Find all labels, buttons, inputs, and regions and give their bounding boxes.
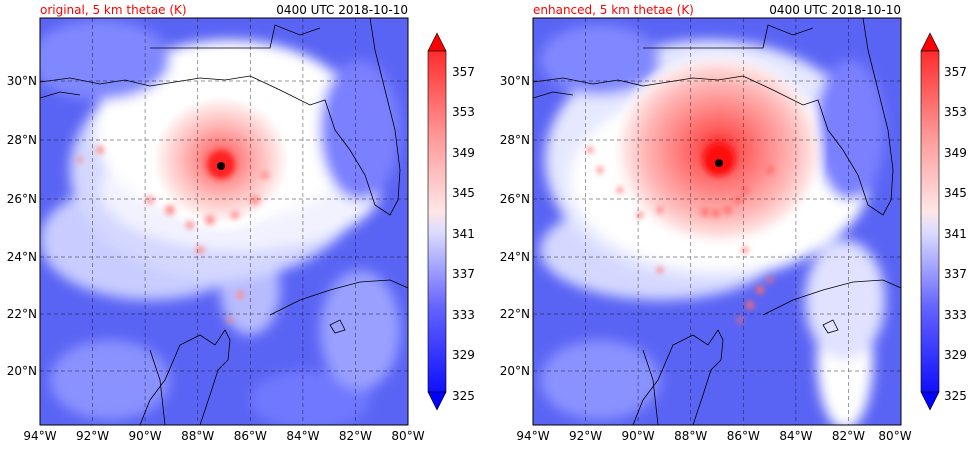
lat-label: 22°N	[500, 307, 530, 321]
colorbar-body	[427, 50, 447, 393]
lon-label: 94°W	[516, 429, 549, 443]
cb-tick: 341	[944, 227, 967, 241]
lat-tick-labels: 20°N 22°N 24°N 26°N 28°N 30°N	[7, 74, 37, 378]
lon-label: 80°W	[878, 429, 911, 443]
panel-title-right: 0400 UTC 2018-10-10	[276, 3, 408, 17]
lon-label: 82°W	[832, 429, 865, 443]
cb-tick: 325	[452, 389, 475, 403]
colorbar-ticks: 325 329 333 337 341 345 349 353 357	[944, 65, 967, 403]
coastlines	[40, 18, 408, 425]
cb-tick: 329	[452, 348, 475, 362]
lat-label: 26°N	[500, 192, 530, 206]
panel-title-right: 0400 UTC 2018-10-10	[769, 3, 901, 17]
lon-label: 90°W	[129, 429, 162, 443]
panel-title-left: enhanced, 5 km thetae (K)	[533, 3, 694, 17]
cb-tick: 357	[944, 65, 967, 79]
lon-label: 82°W	[339, 429, 372, 443]
lon-label: 86°W	[727, 429, 760, 443]
colorbar-ticks: 325 329 333 337 341 345 349 353 357	[452, 65, 475, 403]
lon-label: 88°W	[674, 429, 707, 443]
colorbar-enhanced: 325 329 333 337 341 345 349 353 357	[920, 32, 967, 411]
lat-label: 30°N	[500, 74, 530, 88]
colorbar-original: 325 329 333 337 341 345 349 353 357	[427, 32, 475, 411]
lon-label: 84°W	[286, 429, 319, 443]
lat-label: 30°N	[7, 74, 37, 88]
lon-tick-labels: 94°W 92°W 90°W 88°W 86°W 84°W 82°W 80°W	[23, 429, 424, 443]
lat-label: 26°N	[7, 192, 37, 206]
colorbar-extend-min	[427, 391, 447, 411]
lon-label: 92°W	[76, 429, 109, 443]
convective-cells	[77, 146, 269, 323]
lat-tick-labels: 20°N 22°N 24°N 26°N 28°N 30°N	[500, 74, 530, 378]
colorbar-extend-min	[920, 391, 940, 411]
lon-label: 80°W	[391, 429, 424, 443]
cb-tick: 349	[452, 146, 475, 160]
gridlines	[533, 18, 901, 425]
lat-label: 20°N	[7, 364, 37, 378]
gridlines	[40, 18, 408, 425]
cb-tick: 357	[452, 65, 475, 79]
lat-label: 28°N	[7, 133, 37, 147]
lat-label: 24°N	[7, 250, 37, 264]
cb-tick: 349	[944, 146, 967, 160]
cb-tick: 333	[944, 308, 967, 322]
lon-label: 90°W	[622, 429, 655, 443]
cb-tick: 333	[452, 308, 475, 322]
storm-center-marker	[715, 159, 723, 167]
colorbar-body	[920, 50, 940, 393]
lon-label: 84°W	[779, 429, 812, 443]
panel-title-left: original, 5 km thetae (K)	[40, 3, 187, 17]
lat-label: 22°N	[7, 307, 37, 321]
colorbar-extend-max	[427, 32, 447, 52]
cb-tick: 353	[944, 105, 967, 119]
cb-tick: 337	[452, 267, 475, 281]
convective-cells	[587, 147, 774, 323]
map-panel-original: original, 5 km thetae (K) 0400 UTC 2018-…	[7, 3, 425, 443]
lat-label: 24°N	[500, 250, 530, 264]
cb-tick: 345	[452, 186, 475, 200]
map-frame	[39, 17, 409, 426]
cb-tick: 341	[452, 227, 475, 241]
coastlines	[533, 18, 901, 425]
map-panel-enhanced: enhanced, 5 km thetae (K) 0400 UTC 2018-…	[500, 3, 912, 443]
lon-label: 94°W	[23, 429, 56, 443]
map-frame	[532, 17, 902, 426]
lat-label: 28°N	[500, 133, 530, 147]
cb-tick: 325	[944, 389, 967, 403]
cb-tick: 353	[452, 105, 475, 119]
lon-label: 92°W	[569, 429, 602, 443]
lat-label: 20°N	[500, 364, 530, 378]
lon-label: 88°W	[181, 429, 214, 443]
lon-tick-labels: 94°W 92°W 90°W 88°W 86°W 84°W 82°W 80°W	[516, 429, 911, 443]
storm-center-marker	[217, 162, 225, 170]
lon-label: 86°W	[234, 429, 267, 443]
cb-tick: 337	[944, 267, 967, 281]
cb-tick: 329	[944, 348, 967, 362]
cb-tick: 345	[944, 186, 967, 200]
colorbar-extend-max	[920, 32, 940, 52]
